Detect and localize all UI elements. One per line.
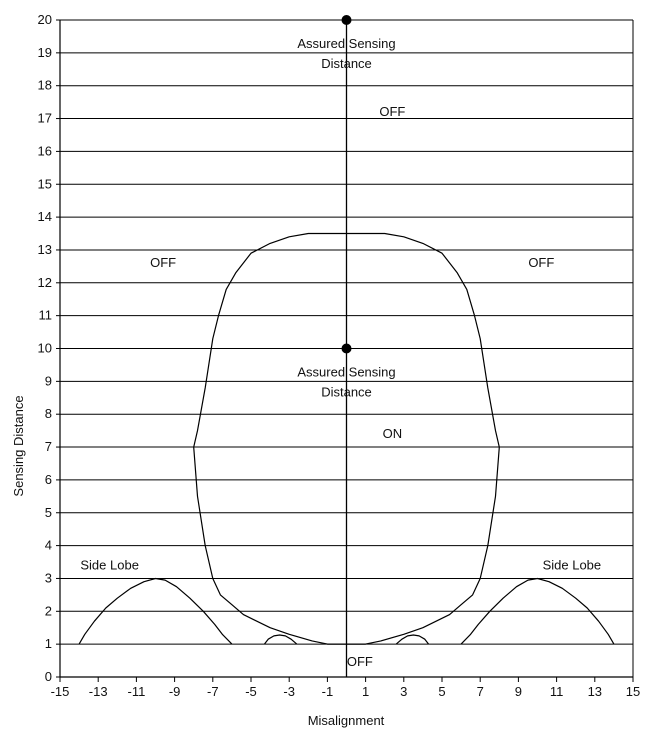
region-annotation: OFF	[528, 255, 554, 270]
assured-sensing-label: Assured Sensing	[297, 36, 395, 51]
side-lobe-left-curve	[78, 577, 233, 645]
x-tick-label: 13	[588, 684, 602, 699]
sensing-curves	[78, 232, 615, 645]
y-tick-label: 7	[45, 439, 52, 454]
x-tick-label: 1	[362, 684, 369, 699]
y-axis-title: Sensing Distance	[11, 395, 26, 496]
y-tick-label: 9	[45, 373, 52, 388]
assured-sensing-point	[341, 15, 352, 25]
annotations: OFF OFF OFF ON OFF Side Lobe Side Lobe	[80, 104, 601, 669]
y-tick-label: 5	[45, 505, 52, 520]
y-tick-label: 6	[45, 472, 52, 487]
assured-sensing-label: Distance	[321, 56, 372, 71]
y-tick-label: 13	[38, 242, 52, 257]
x-tick-label: -11	[127, 684, 145, 699]
y-tick-label: 14	[38, 209, 52, 224]
main-lobe-curve	[193, 232, 500, 645]
y-tick-label: 16	[38, 143, 52, 158]
y-tick-label: 17	[38, 111, 52, 126]
x-tick-label: -15	[51, 684, 70, 699]
reference-points: Assured Sensing Distance Assured Sensing Di…	[297, 15, 396, 400]
x-tick-label: -13	[89, 684, 108, 699]
region-annotation: OFF	[150, 255, 176, 270]
region-annotation: Side Lobe	[80, 557, 139, 572]
x-tick-label: -1	[322, 684, 334, 699]
assured-sensing-point	[341, 343, 352, 354]
x-tick-label: -7	[207, 684, 219, 699]
x-tick-label: 9	[515, 684, 522, 699]
small-bump-left-curve	[263, 634, 298, 645]
y-tick-label: 18	[38, 78, 52, 93]
x-tick-label: -5	[245, 684, 257, 699]
assured-sensing-label: Distance	[321, 385, 372, 400]
region-annotation: ON	[383, 426, 403, 441]
y-tick-label: 4	[45, 538, 52, 553]
y-tick-label: 10	[38, 341, 52, 356]
region-annotation: OFF	[379, 104, 405, 119]
region-annotation: OFF	[347, 654, 373, 669]
x-tick-label: 15	[626, 684, 640, 699]
x-tick-label: -3	[283, 684, 295, 699]
x-tick-label: 7	[477, 684, 484, 699]
y-tick-label: 0	[45, 669, 52, 684]
y-tick-label: 1	[45, 636, 52, 651]
y-tick-label: 12	[38, 275, 52, 290]
x-tick-label: -9	[169, 684, 181, 699]
side-lobe-right-curve	[460, 577, 615, 645]
small-bump-right-curve	[395, 634, 430, 645]
assured-sensing-label: Assured Sensing	[297, 365, 395, 380]
region-annotation: Side Lobe	[543, 557, 602, 572]
y-tick-label: 20	[38, 12, 52, 27]
y-tick-label: 2	[45, 603, 52, 618]
x-tick-label: 11	[550, 684, 564, 699]
x-tick-label: 5	[438, 684, 445, 699]
y-tick-label: 19	[38, 45, 52, 60]
y-tick-label: 15	[38, 176, 52, 191]
x-tick-label: 3	[400, 684, 407, 699]
y-tick-label: 11	[39, 308, 53, 323]
y-tick-label: 3	[45, 570, 52, 585]
y-tick-label: 8	[45, 406, 52, 421]
x-axis-title: Misalignment	[308, 713, 385, 728]
